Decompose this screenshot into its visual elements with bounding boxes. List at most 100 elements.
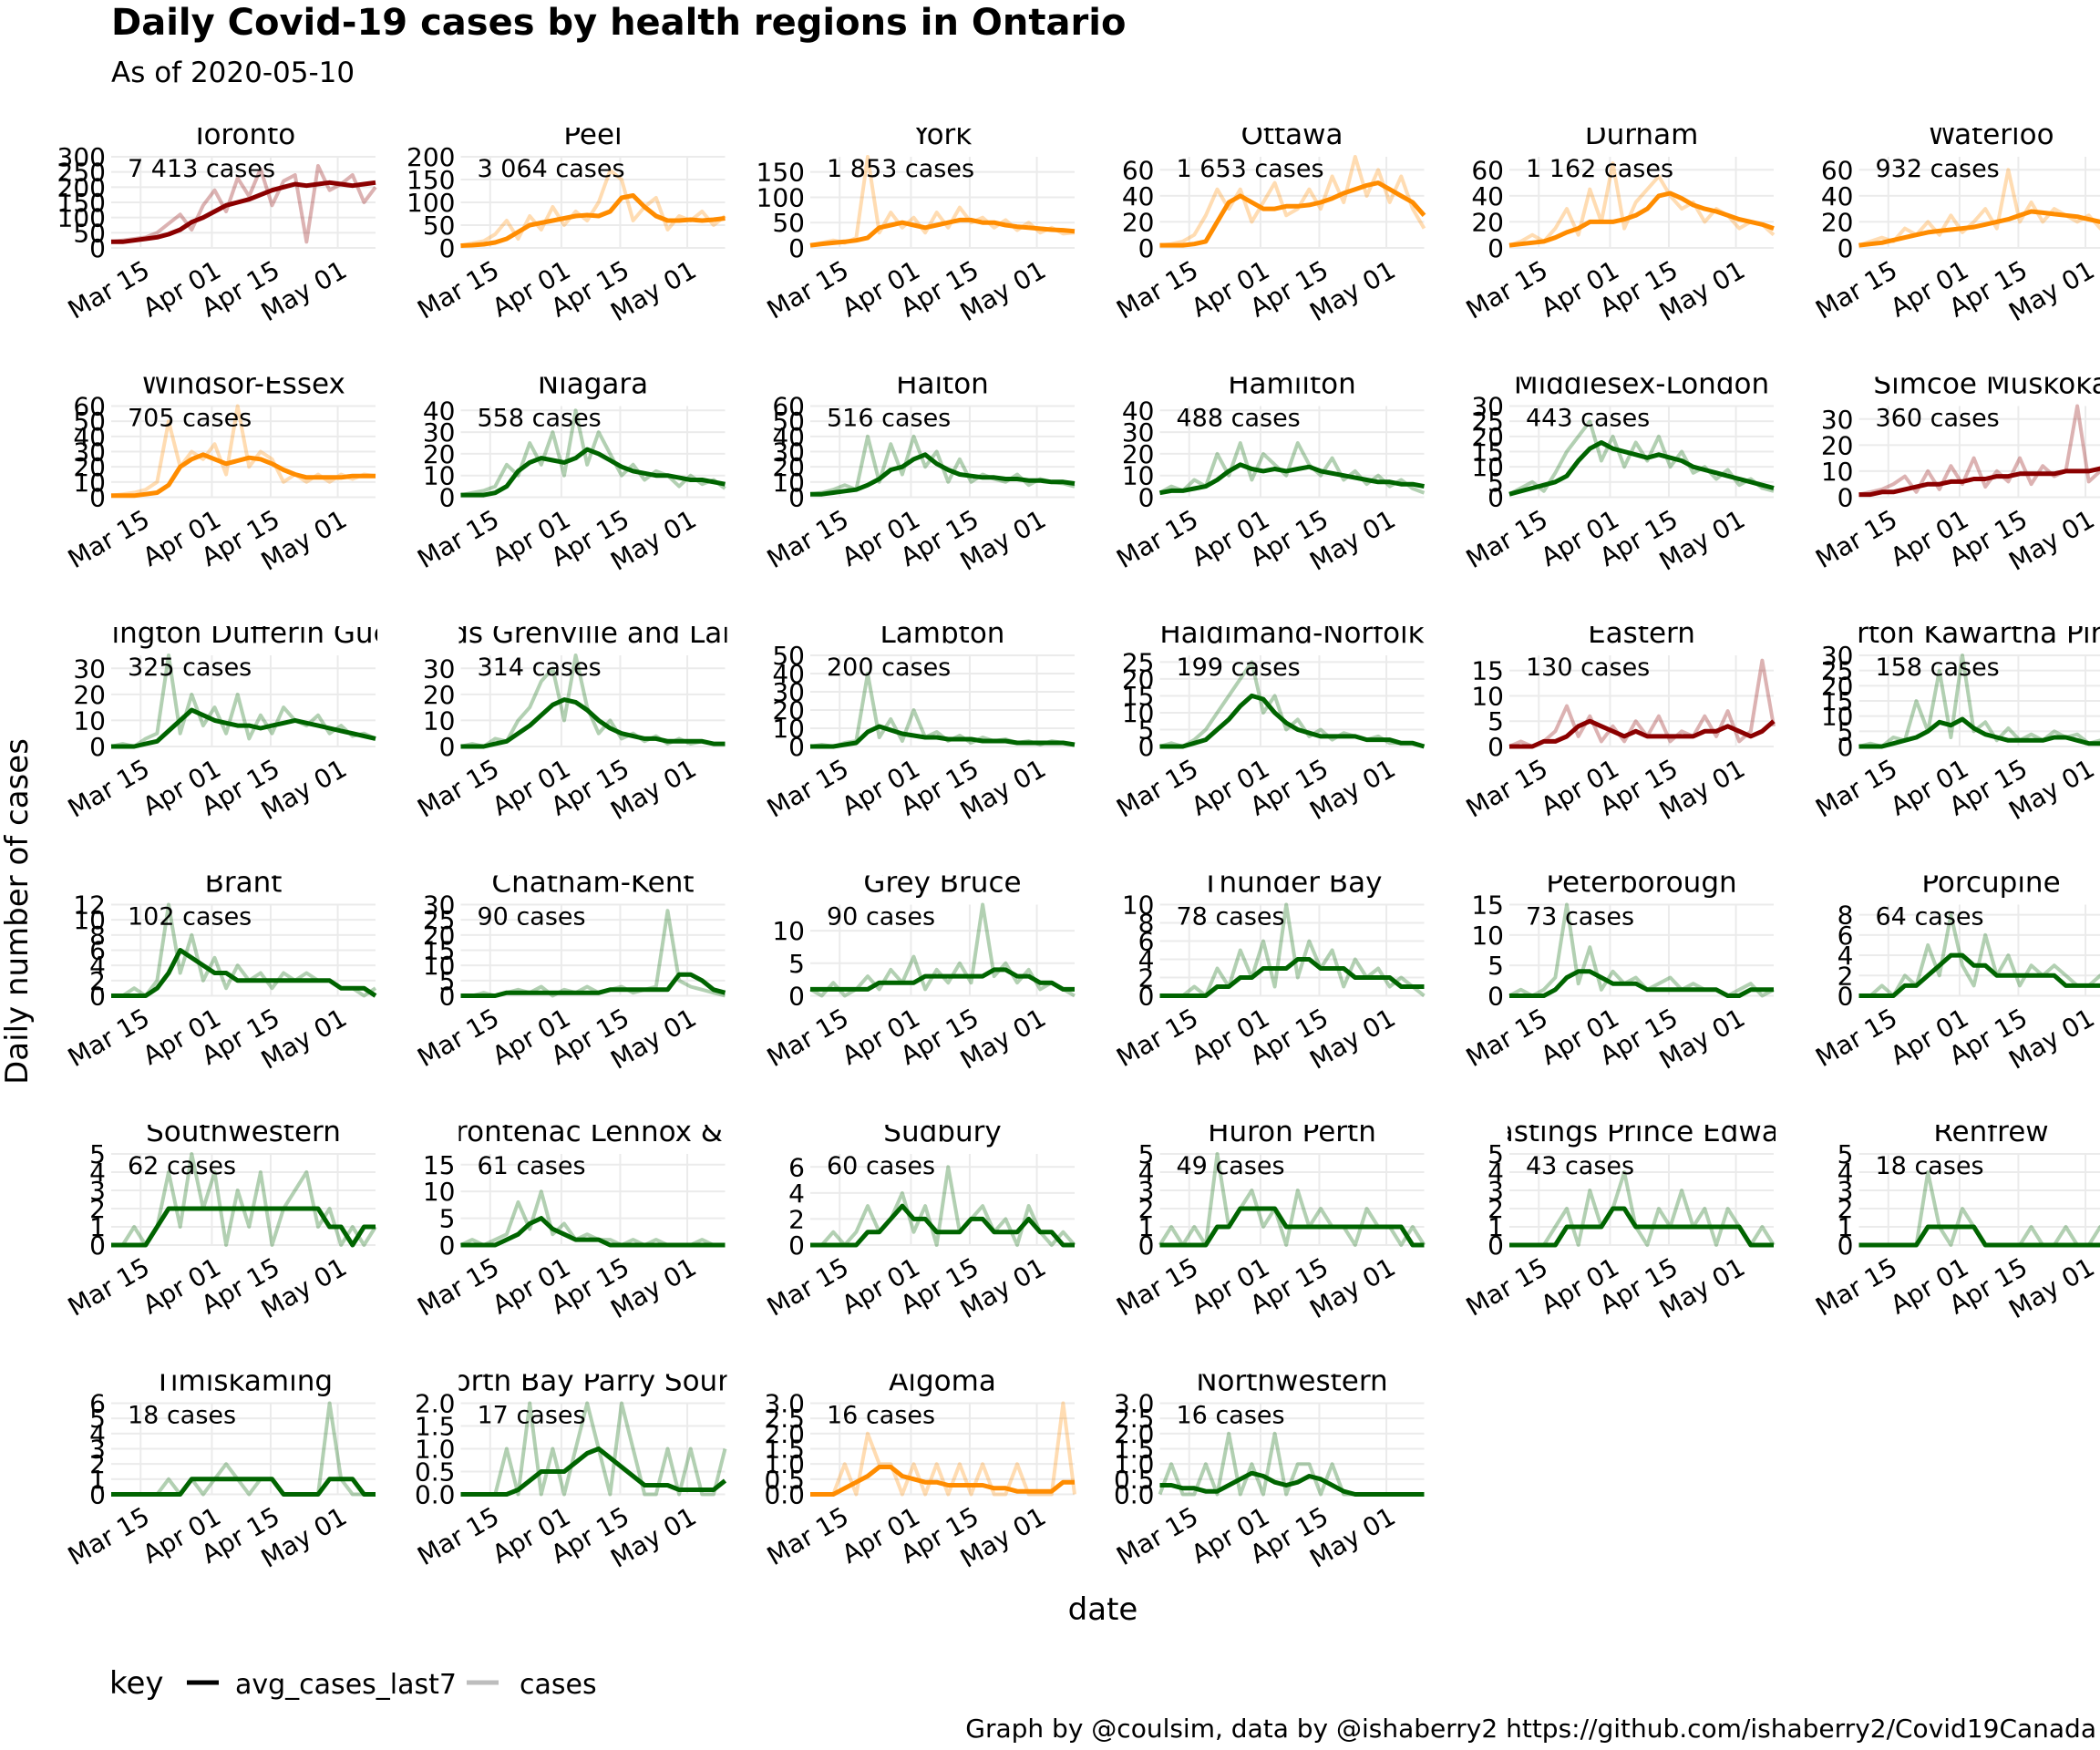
strip-label: Timiskaming xyxy=(153,1365,333,1398)
y-tick-label: 0 xyxy=(89,233,106,263)
y-tick-label: 20 xyxy=(1122,207,1155,237)
strip-label: Brant xyxy=(205,867,283,900)
series-avg-line xyxy=(810,1465,1075,1497)
series-avg-line xyxy=(460,447,726,498)
y-tick-label: 5 xyxy=(1138,715,1155,745)
y-tick-label: 0 xyxy=(439,233,456,263)
y-tick-label: 60 xyxy=(1821,155,1854,185)
case-total-label: 488 cases xyxy=(1177,405,1301,433)
x-tick-label: Mar 15 xyxy=(762,254,854,324)
x-tick-label: Mar 15 xyxy=(1461,1251,1553,1322)
y-tick-label: 5 xyxy=(89,1139,106,1169)
case-total-label: 199 cases xyxy=(1177,654,1301,682)
series-avg-line xyxy=(460,1216,726,1248)
series-cases-line xyxy=(1508,658,1776,748)
y-tick-label: 20 xyxy=(423,439,456,469)
x-tick-label: Mar 15 xyxy=(63,753,155,823)
y-tick-label: 25 xyxy=(423,905,456,935)
strip-label: Algoma xyxy=(889,1365,996,1398)
x-tick-label: Mar 15 xyxy=(762,1251,854,1322)
y-tick-label: 30 xyxy=(1122,417,1155,448)
strip-label: Chatham-Kent xyxy=(491,867,694,900)
strip-label: Durham xyxy=(1585,118,1699,151)
strip-label: Leeds Grenville and Lanark xyxy=(400,617,785,650)
y-tick-label: 150 xyxy=(757,158,805,188)
strip-label: Wellington Dufferin Guelph xyxy=(52,617,434,650)
x-tick-label: Mar 15 xyxy=(412,1501,504,1571)
y-tick-label: 50 xyxy=(772,208,805,238)
case-total-label: 49 cases xyxy=(1177,1152,1285,1180)
case-total-label: 64 cases xyxy=(1876,903,1984,932)
case-total-label: 932 cases xyxy=(1876,155,2000,183)
strip-label: Northwestern xyxy=(1196,1365,1387,1398)
case-total-label: 1 653 cases xyxy=(1177,155,1324,183)
y-tick-label: 0.5 xyxy=(1114,1465,1155,1495)
y-tick-label: 0 xyxy=(1838,483,1854,513)
y-tick-label: 2 xyxy=(788,1204,805,1234)
y-tick-label: 2.0 xyxy=(415,1389,456,1419)
y-tick-label: 10 xyxy=(1821,702,1854,732)
y-tick-label: 8 xyxy=(1838,901,1854,931)
y-tick-label: 250 xyxy=(57,158,106,188)
x-tick-label: Mar 15 xyxy=(1461,1003,1553,1073)
y-tick-label: 5 xyxy=(1488,468,1504,498)
y-tick-label: 2 xyxy=(1138,963,1155,993)
y-tick-label: 10 xyxy=(423,1177,456,1207)
y-tick-label: 0 xyxy=(1138,732,1155,762)
x-tick-label: Mar 15 xyxy=(1461,254,1553,324)
y-tick-label: 50 xyxy=(772,641,805,671)
series-avg-line xyxy=(1509,969,1774,998)
y-tick-label: 2 xyxy=(1488,1194,1504,1224)
y-tick-label: 0 xyxy=(439,1230,456,1261)
case-total-label: 61 cases xyxy=(478,1152,586,1180)
y-tick-label: 60 xyxy=(1471,155,1504,185)
y-tick-label: 3 xyxy=(89,1435,106,1465)
y-tick-label: 150 xyxy=(407,165,455,195)
y-tick-label: 60 xyxy=(73,392,106,422)
legend: key avg_cases_last7 cases xyxy=(109,1665,597,1702)
series-avg-line xyxy=(809,217,1076,248)
y-tick-label: 30 xyxy=(73,438,106,468)
y-tick-label: 20 xyxy=(1471,422,1504,452)
series-avg-line xyxy=(1508,440,1775,497)
y-tick-label: 10 xyxy=(73,705,106,736)
strip-label: Hastings Prince Edward xyxy=(1475,1116,1807,1148)
legend-title: key xyxy=(109,1665,164,1702)
series-cases-line xyxy=(460,1401,727,1497)
y-tick-label: 6 xyxy=(1838,921,1854,951)
y-tick-label: 0 xyxy=(1838,1230,1854,1261)
series-avg-line xyxy=(1509,718,1776,749)
case-total-label: 443 cases xyxy=(1526,405,1650,433)
y-tick-label: 40 xyxy=(772,659,805,689)
y-tick-label: 0 xyxy=(89,1230,106,1261)
series-avg-line xyxy=(460,1446,727,1497)
y-tick-label: 0 xyxy=(439,982,456,1012)
y-tick-label: 2 xyxy=(89,966,106,996)
series-avg-line xyxy=(460,972,726,998)
y-tick-label: 4 xyxy=(1838,1158,1854,1188)
strip-label: North Bay Parry Sound xyxy=(432,1365,753,1398)
series-avg-line xyxy=(460,697,726,749)
x-tick-label: Mar 15 xyxy=(1810,1251,1902,1322)
case-total-label: 90 cases xyxy=(827,903,935,932)
y-axis-label: Daily number of cases xyxy=(0,738,36,1085)
y-tick-label: 5 xyxy=(1488,951,1504,981)
y-tick-label: 10 xyxy=(1471,681,1504,711)
x-tick-label: Mar 15 xyxy=(412,254,504,324)
case-total-label: 73 cases xyxy=(1526,903,1634,932)
y-tick-label: 2 xyxy=(1138,1194,1155,1224)
y-tick-label: 0 xyxy=(1488,732,1504,762)
y-tick-label: 1 xyxy=(1838,1212,1854,1242)
y-tick-label: 30 xyxy=(423,654,456,684)
y-tick-label: 10 xyxy=(1471,921,1504,951)
